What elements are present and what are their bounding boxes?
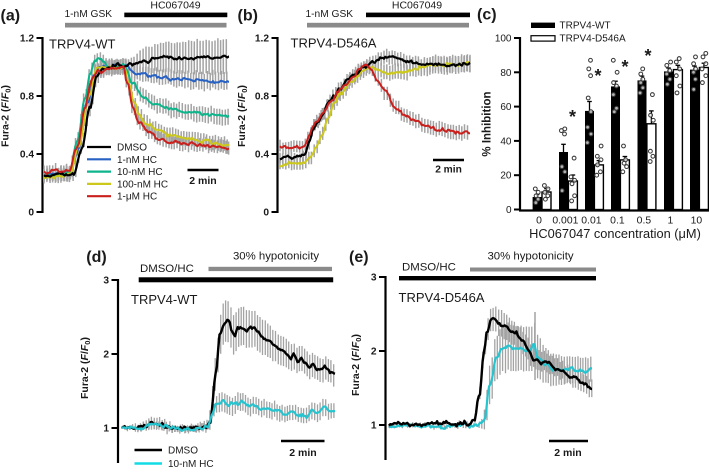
svg-text:2 min: 2 min — [289, 447, 316, 459]
svg-text:(c): (c) — [477, 7, 497, 24]
svg-text:0.5: 0.5 — [637, 216, 652, 227]
svg-text:0: 0 — [506, 205, 512, 216]
svg-text:60: 60 — [500, 102, 512, 113]
svg-text:30% hypotonicity: 30% hypotonicity — [233, 251, 319, 263]
svg-text:100: 100 — [495, 34, 512, 45]
svg-text:(e): (e) — [349, 249, 369, 266]
svg-text:HC067047 concentration (μM): HC067047 concentration (μM) — [529, 226, 701, 241]
svg-text:1: 1 — [103, 424, 109, 435]
svg-text:1: 1 — [668, 216, 674, 227]
svg-text:1-nM GSK: 1-nM GSK — [306, 9, 354, 20]
svg-text:3: 3 — [371, 273, 377, 284]
svg-text:100-nM HC: 100-nM HC — [117, 179, 168, 190]
svg-text:DMSO: DMSO — [117, 143, 147, 154]
svg-text:TRPV4-D546A: TRPV4-D546A — [291, 36, 377, 51]
svg-text:DMSO: DMSO — [168, 446, 198, 457]
svg-text:0: 0 — [263, 208, 269, 219]
svg-text:TRPV4-WT: TRPV4-WT — [131, 292, 198, 307]
svg-text:10-nM HC: 10-nM HC — [117, 167, 163, 178]
svg-text:40: 40 — [500, 136, 512, 147]
svg-text:2 min: 2 min — [189, 175, 216, 187]
svg-text:1-nM GSK: 1-nM GSK — [65, 9, 113, 20]
svg-text:2 min: 2 min — [554, 447, 581, 459]
svg-text:TRPV4-D546A: TRPV4-D546A — [560, 34, 626, 45]
svg-text:1.2: 1.2 — [255, 34, 269, 45]
svg-text:Fura-2 (F/F0): Fura-2 (F/F0) — [0, 85, 13, 147]
svg-text:30% hypotonicity: 30% hypotonicity — [487, 251, 573, 263]
svg-text:1-nM HC: 1-nM HC — [117, 155, 157, 166]
svg-text:0.4: 0.4 — [20, 150, 34, 161]
svg-text:2: 2 — [103, 350, 109, 361]
svg-text:*: * — [621, 57, 628, 77]
svg-text:*: * — [644, 46, 651, 66]
svg-text:0.1: 0.1 — [610, 216, 625, 227]
svg-text:0: 0 — [28, 208, 34, 219]
svg-text:2 min: 2 min — [435, 164, 462, 175]
svg-text:DMSO/HC: DMSO/HC — [140, 263, 194, 275]
svg-text:Fura-2 (F/F0): Fura-2 (F/F0) — [236, 85, 249, 147]
svg-text:HC067049: HC067049 — [392, 0, 442, 12]
svg-text:(b): (b) — [238, 8, 258, 25]
svg-text:(a): (a) — [1, 8, 21, 25]
svg-text:10: 10 — [691, 216, 703, 227]
svg-text:(d): (d) — [86, 249, 106, 266]
svg-text:3: 3 — [103, 276, 109, 287]
svg-text:0.8: 0.8 — [20, 92, 34, 103]
svg-text:0.4: 0.4 — [255, 150, 269, 161]
svg-text:2: 2 — [371, 347, 377, 358]
svg-text:*: * — [569, 107, 576, 127]
svg-text:Fura-2 (F/F0): Fura-2 (F/F0) — [79, 337, 92, 399]
svg-text:20: 20 — [500, 171, 512, 182]
svg-text:Fura-2 (F/F0): Fura-2 (F/F0) — [350, 334, 363, 396]
svg-text:0: 0 — [536, 216, 542, 227]
svg-text:1-μM HC: 1-μM HC — [117, 192, 157, 203]
svg-text:1.2: 1.2 — [20, 34, 34, 45]
svg-text:% Inhibition: % Inhibition — [482, 91, 494, 156]
svg-text:80: 80 — [500, 68, 512, 79]
svg-text:TRPV4-WT: TRPV4-WT — [560, 21, 611, 32]
svg-text:TRPV4-WT: TRPV4-WT — [49, 37, 116, 52]
svg-text:0.001: 0.001 — [552, 216, 578, 227]
svg-text:0.01: 0.01 — [581, 216, 601, 227]
svg-text:0.8: 0.8 — [255, 92, 269, 103]
svg-text:*: * — [594, 66, 601, 86]
svg-text:HC067049: HC067049 — [150, 0, 200, 12]
svg-text:10-nM HC: 10-nM HC — [168, 459, 214, 469]
svg-text:TRPV4-D546A: TRPV4-D546A — [399, 290, 485, 305]
svg-text:1: 1 — [371, 421, 377, 432]
svg-text:DMSO/HC: DMSO/HC — [402, 262, 456, 274]
